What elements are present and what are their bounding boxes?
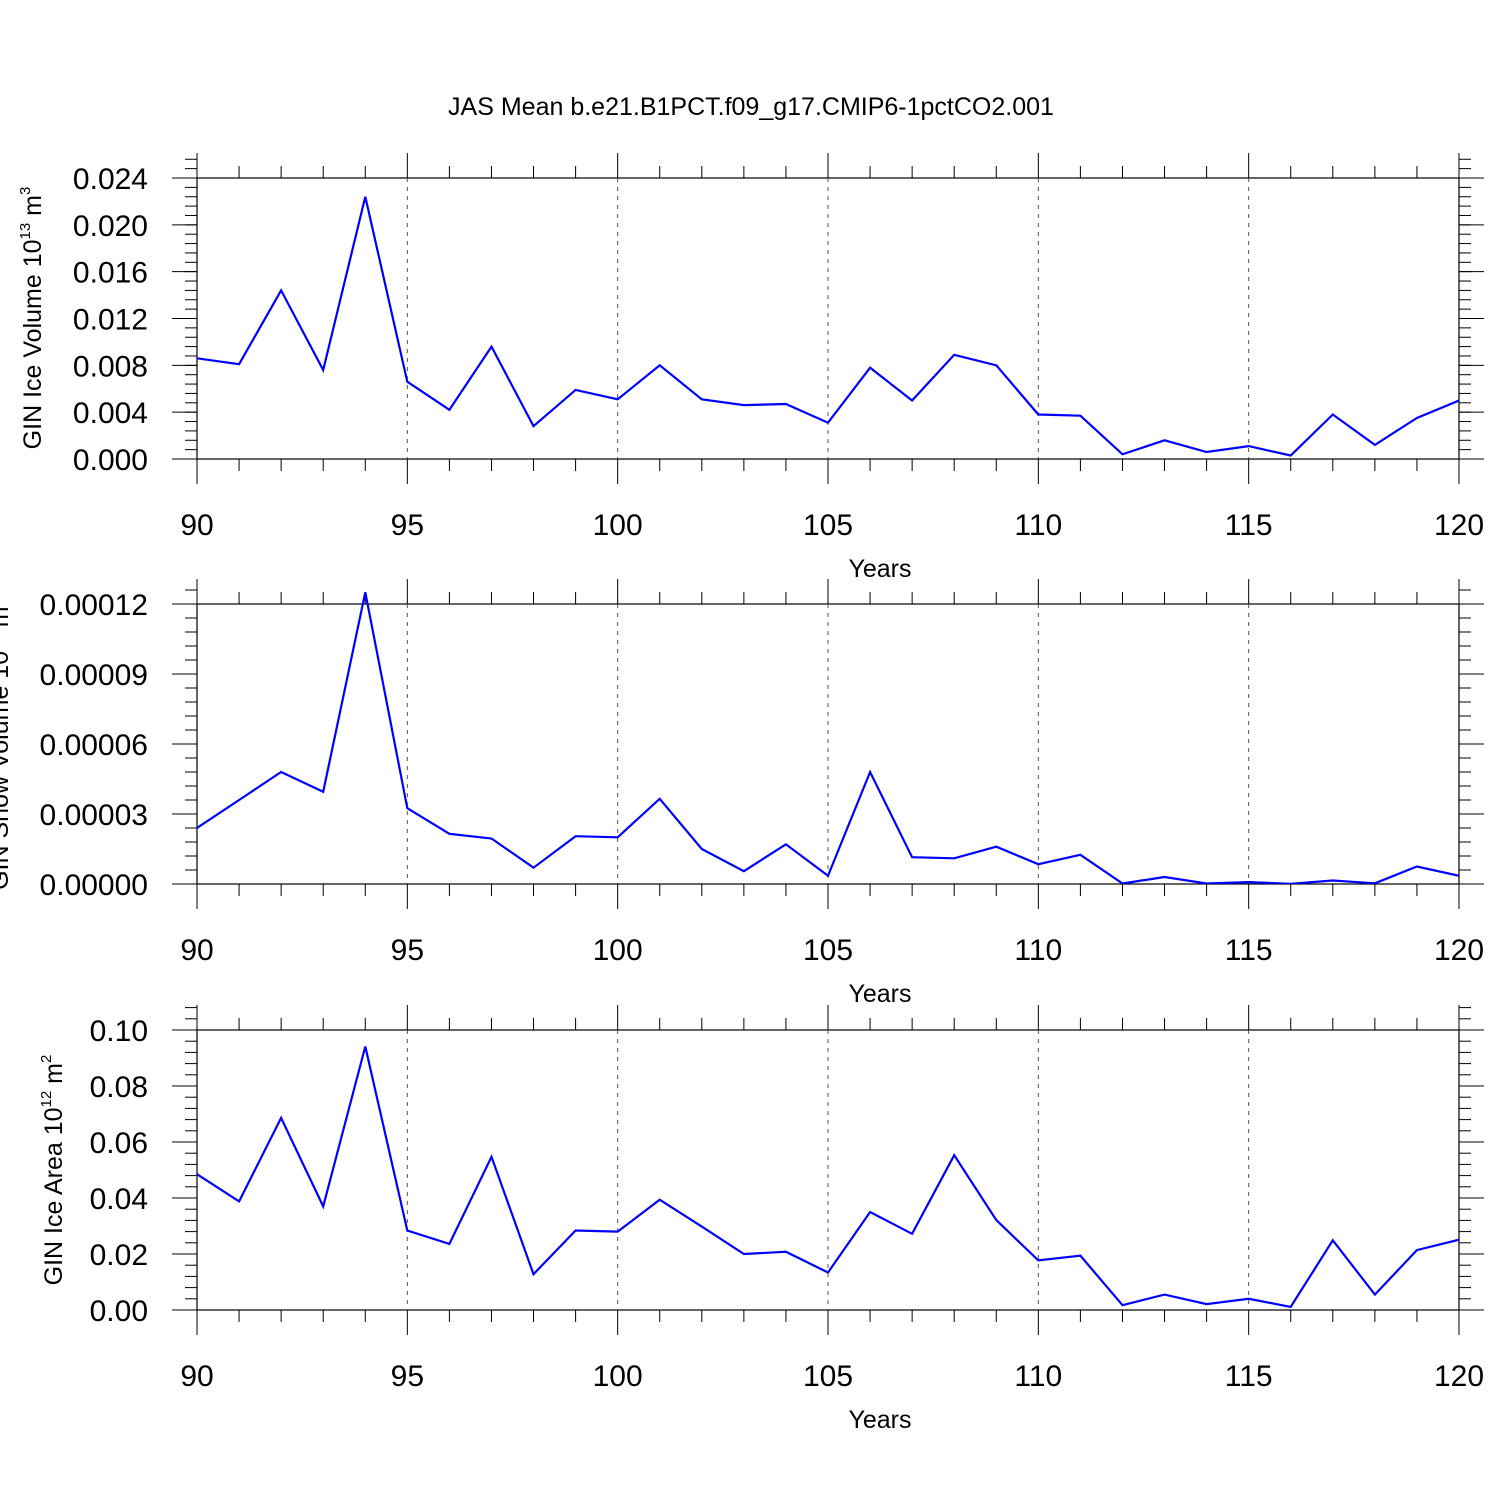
x-tick-label: 90 [180, 1360, 213, 1393]
x-tick-label: 120 [1434, 1360, 1484, 1393]
x-tick-label: 120 [1434, 509, 1484, 542]
panels: 90 95 100 105 110 115 120 Years 0.000 0.004 0.008 0… [0, 153, 1484, 1434]
series-line-1 [197, 592, 1459, 884]
y-tick-label: 0.10 [90, 1015, 148, 1048]
x-tick-label: 105 [803, 509, 853, 542]
x-axis-title: Years [848, 1406, 911, 1434]
series-line-1 [197, 1046, 1459, 1309]
y-tick-label: 0.02 [90, 1239, 148, 1272]
x-tick-label: 100 [593, 509, 643, 542]
x-tick-label: 95 [391, 934, 424, 967]
x-tick-label: 100 [593, 1360, 643, 1393]
y-axis-title: GIN Snow Volume 1013 m3 [0, 598, 14, 890]
x-tick-label: 115 [1225, 509, 1273, 542]
y-tick-label: 0.00 [90, 1295, 148, 1328]
y-tick-label: 0.00006 [40, 729, 148, 762]
y-tick-label: 0.000 [73, 444, 148, 477]
chart-panel-3: 90 95 100 105 110 115 120 Years 0.00 0.02 0.04 0.06… [38, 1005, 1484, 1434]
x-tick-label: 115 [1225, 1360, 1273, 1393]
y-tick-label: 0.012 [73, 304, 148, 337]
x-tick-label: 100 [593, 934, 643, 967]
y-axis-title: GIN Ice Area 1012 m2 [38, 1055, 68, 1286]
x-tick-label: 90 [180, 509, 213, 542]
x-tick-label: 95 [391, 1360, 424, 1393]
y-tick-label: 0.024 [73, 163, 148, 196]
y-tick-label: 0.00000 [40, 869, 148, 902]
x-tick-label: 110 [1014, 934, 1062, 967]
chart-panel-2: 90 95 100 105 110 115 120 Years 0.00000 0.00003 0.… [0, 579, 1484, 1008]
x-tick-label: 120 [1434, 934, 1484, 967]
x-tick-label: 95 [391, 509, 424, 542]
x-tick-label: 110 [1014, 509, 1062, 542]
y-tick-label: 0.004 [73, 397, 148, 430]
y-tick-label: 0.00003 [40, 799, 148, 832]
y-tick-label: 0.04 [90, 1183, 148, 1216]
y-tick-label: 0.00012 [40, 589, 148, 622]
chart-panel-1: 90 95 100 105 110 115 120 Years 0.000 0.004 0.008 0… [17, 153, 1484, 583]
x-tick-label: 90 [180, 934, 213, 967]
y-tick-label: 0.020 [73, 210, 148, 243]
x-tick-label: 110 [1014, 1360, 1062, 1393]
x-axis-title: Years [848, 980, 911, 1008]
y-tick-label: 0.00009 [40, 659, 148, 692]
series-line-1 [197, 196, 1459, 457]
y-axis-title: GIN Ice Volume 1013 m3 [17, 187, 47, 450]
x-axis-title: Years [848, 555, 911, 583]
figure-title: JAS Mean b.e21.B1PCT.f09_g17.CMIP6-1pctC… [448, 93, 1054, 121]
x-tick-label: 105 [803, 1360, 853, 1393]
y-tick-label: 0.08 [90, 1071, 148, 1104]
y-tick-label: 0.008 [73, 350, 148, 383]
y-tick-label: 0.06 [90, 1127, 148, 1160]
x-tick-label: 105 [803, 934, 853, 967]
y-tick-label: 0.016 [73, 257, 148, 290]
x-tick-label: 115 [1225, 934, 1273, 967]
